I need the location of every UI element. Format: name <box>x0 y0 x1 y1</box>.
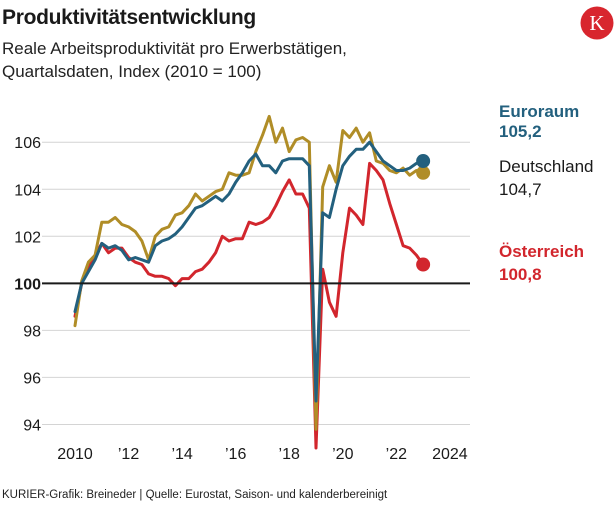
x-tick-label-2014: ’14 <box>171 446 192 463</box>
end-marker-euroraum <box>416 154 431 169</box>
series-line-oesterreich <box>73 161 425 450</box>
logo-letter: K <box>589 11 604 35</box>
series-line-deutschland <box>73 114 425 431</box>
y-tick-label-102: 102 <box>14 229 41 246</box>
series-line-euroraum <box>73 140 425 403</box>
series-label-deutschland: Deutschland <box>499 157 594 176</box>
end-marker-oesterreich <box>416 257 431 272</box>
x-tick-label-2020: ’20 <box>332 446 353 463</box>
y-tick-label-98: 98 <box>23 323 41 340</box>
end-marker-deutschland <box>416 165 431 180</box>
source-note: KURIER-Grafik: Breineder | Quelle: Euros… <box>2 489 388 501</box>
series-value-euroraum: 105,2 <box>499 122 542 141</box>
kurier-logo-icon: K <box>580 6 614 40</box>
x-tick-label-2024: 2024 <box>432 446 468 463</box>
y-tick-label-104: 104 <box>14 182 41 199</box>
subtitle-line-2: Quartalsdaten, Index (2010 = 100) <box>2 62 262 81</box>
series-value-deutschland: 104,7 <box>499 180 542 199</box>
series-value-oesterreich: 100,8 <box>499 265 542 284</box>
x-tick-label-2010: 2010 <box>57 446 93 463</box>
x-tick-label-2016: ’16 <box>225 446 246 463</box>
y-tick-label-94: 94 <box>23 417 41 434</box>
series-label-oesterreich: Österreich <box>499 242 584 261</box>
x-tick-label-2022: ’22 <box>386 446 407 463</box>
chart-subtitle: Reale Arbeitsproduktivität pro Erwerbstä… <box>2 37 347 83</box>
y-tick-label-100: 100 <box>14 276 41 293</box>
x-tick-label-2012: ’12 <box>118 446 139 463</box>
chart-title: Produktivitätsentwicklung <box>2 6 256 29</box>
series-label-euroraum: Euroraum <box>499 102 579 121</box>
productivity-line-chart: 94 96 98 100 102 104 106 2010 ’12 ’14 ’16 ’18 ’20 ’22… <box>14 102 594 463</box>
y-tick-label-96: 96 <box>23 370 41 387</box>
x-tick-label-2018: ’18 <box>279 446 300 463</box>
y-tick-label-106: 106 <box>14 135 41 152</box>
subtitle-line-1: Reale Arbeitsproduktivität pro Erwerbstä… <box>2 39 347 58</box>
